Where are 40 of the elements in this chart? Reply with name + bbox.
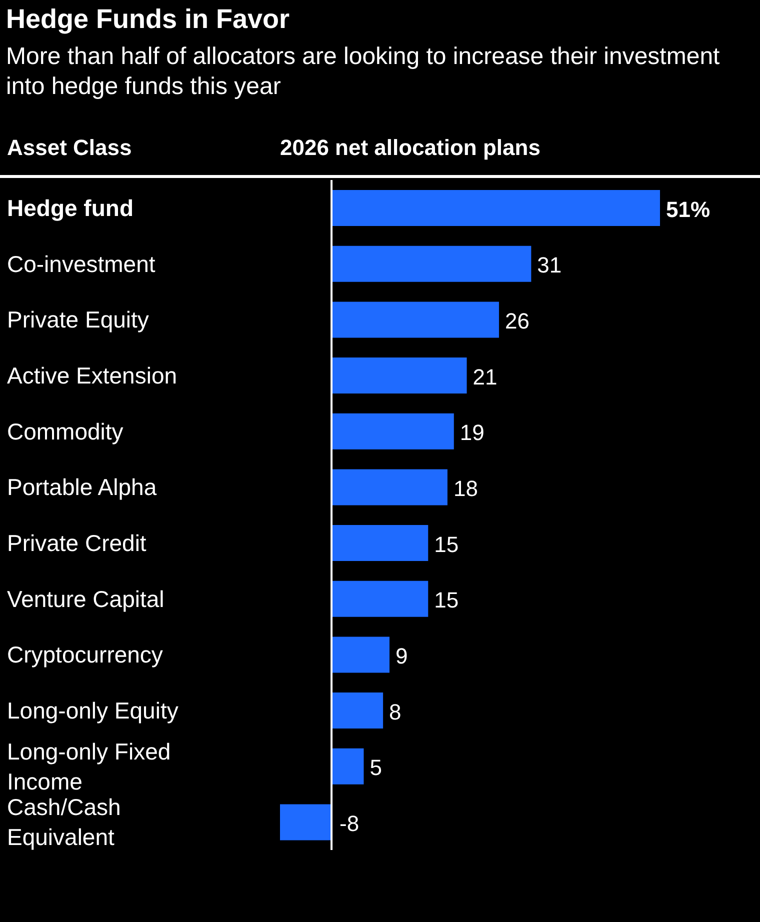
- chart-subtitle: More than half of allocators are looking to increase their investment into hedge funds this year: [6, 42, 721, 102]
- y-tick-label: Commodity: [7, 418, 124, 444]
- data-label: 5: [370, 755, 382, 780]
- y-tick-label: Venture Capital: [7, 586, 164, 612]
- bar: [280, 804, 332, 840]
- bar: [332, 413, 454, 450]
- data-label: 21: [472, 364, 498, 390]
- bar: [332, 246, 532, 282]
- bar: [332, 748, 364, 784]
- bar: [332, 358, 467, 394]
- bar: [332, 302, 499, 338]
- data-label: 15: [434, 532, 459, 557]
- bar: [332, 692, 384, 729]
- data-label: 18: [453, 476, 478, 502]
- y-tick-label: Active Extension: [7, 362, 178, 388]
- data-label: -8: [340, 811, 360, 836]
- data-label: 8: [389, 699, 402, 724]
- y-tick-label: Hedge fund: [7, 194, 134, 221]
- data-label: 31: [537, 252, 562, 278]
- y-tick-label: Portable Alpha: [7, 474, 157, 500]
- y-tick-label: Long-only Equity: [7, 697, 179, 724]
- y-tick-label: Long-only Fixed Income: [7, 738, 171, 794]
- y-tick-label: Co-investment: [7, 250, 156, 277]
- y-tick-label: Private Equity: [7, 306, 150, 333]
- data-label: 9: [395, 644, 408, 669]
- y-tick-label: Cryptocurrency: [7, 642, 164, 668]
- y-axis-title: Asset Class: [7, 135, 132, 161]
- data-label: 51%: [666, 196, 710, 222]
- bar: [332, 525, 428, 562]
- data-label: 15: [434, 588, 459, 613]
- bar: [332, 469, 448, 506]
- chart-title: Hedge Funds in Favor: [6, 4, 290, 35]
- data-label: 26: [504, 308, 530, 334]
- x-axis-title: 2026 net allocation plans: [280, 135, 540, 161]
- y-tick-label: Cash/Cash Equivalent: [7, 794, 121, 850]
- bar: [332, 190, 660, 226]
- y-tick-label: Private Credit: [7, 530, 147, 556]
- bar: [332, 580, 428, 617]
- bar: [332, 636, 390, 673]
- data-label: 19: [460, 420, 484, 446]
